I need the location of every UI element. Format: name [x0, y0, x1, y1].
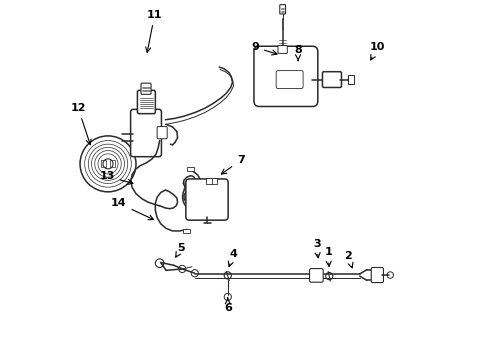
Bar: [101, 160, 106, 167]
Text: 6: 6: [224, 298, 232, 314]
Text: 7: 7: [221, 155, 245, 174]
Circle shape: [183, 182, 213, 212]
Text: 13: 13: [99, 171, 133, 184]
Bar: [211, 178, 218, 184]
Bar: [347, 75, 354, 84]
Circle shape: [224, 272, 231, 279]
Bar: [205, 178, 212, 184]
Circle shape: [255, 61, 293, 98]
Text: 4: 4: [228, 248, 238, 266]
Text: 12: 12: [71, 103, 91, 145]
FancyBboxPatch shape: [310, 269, 323, 282]
Text: 2: 2: [344, 251, 353, 268]
FancyBboxPatch shape: [276, 71, 303, 89]
FancyBboxPatch shape: [322, 72, 342, 87]
Bar: [187, 167, 194, 171]
FancyBboxPatch shape: [254, 46, 318, 107]
Text: 14: 14: [111, 198, 153, 220]
Text: 5: 5: [176, 243, 185, 257]
FancyBboxPatch shape: [278, 45, 287, 53]
Text: 1: 1: [324, 247, 332, 266]
FancyBboxPatch shape: [371, 267, 383, 283]
Bar: [183, 229, 191, 233]
Circle shape: [348, 77, 354, 82]
Text: 9: 9: [251, 42, 277, 55]
FancyBboxPatch shape: [280, 5, 286, 14]
Text: 11: 11: [146, 10, 162, 52]
Circle shape: [326, 273, 333, 280]
Text: 3: 3: [313, 239, 320, 258]
Bar: [192, 196, 199, 200]
Text: 8: 8: [294, 45, 302, 61]
FancyBboxPatch shape: [157, 127, 167, 139]
Text: 10: 10: [370, 42, 385, 60]
FancyBboxPatch shape: [137, 90, 155, 114]
FancyBboxPatch shape: [186, 179, 228, 220]
Bar: [110, 160, 115, 167]
FancyBboxPatch shape: [141, 83, 151, 94]
FancyBboxPatch shape: [131, 109, 161, 157]
